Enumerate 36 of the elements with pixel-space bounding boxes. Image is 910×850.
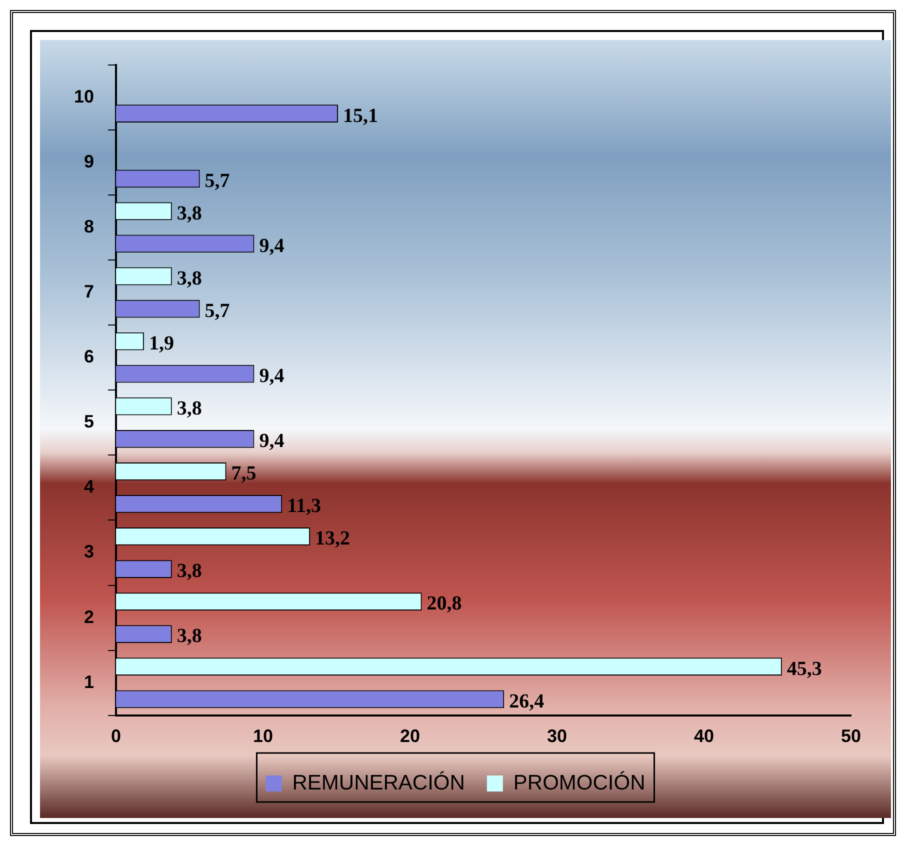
data-label: 1,9 (148, 332, 174, 354)
data-label: 13,2 (315, 528, 350, 550)
data-label: 11,3 (287, 495, 322, 518)
data-label: 9,4 (259, 365, 284, 388)
data-label: 20,8 (426, 592, 462, 615)
data-label: 7,5 (231, 462, 256, 485)
y-tick-label: 3 (84, 542, 94, 562)
legend-label: PROMOCIÓN (513, 770, 646, 794)
data-label: 3,8 (176, 625, 202, 648)
data-label: 26,4 (509, 690, 544, 712)
x-tick-label: 40 (694, 726, 714, 746)
y-tick-label: 2 (84, 606, 94, 627)
data-label: 5,7 (204, 300, 230, 322)
x-tick-label: 10 (253, 726, 274, 746)
y-tick-label: 10 (74, 86, 94, 106)
data-label: 45,3 (786, 658, 822, 680)
x-tick-label: 30 (546, 726, 568, 746)
data-label: 9,4 (259, 430, 284, 452)
data-label: 3,8 (176, 202, 202, 224)
x-tick-label: 50 (840, 726, 862, 746)
y-tick-label: 6 (84, 346, 94, 367)
y-tick-label: 7 (84, 281, 94, 302)
data-label: 3,8 (176, 267, 202, 290)
y-tick-label: 1 (84, 672, 94, 692)
y-tick-label: 9 (84, 151, 94, 172)
x-tick-label: 20 (400, 726, 420, 746)
y-tick-label: 8 (84, 216, 94, 236)
y-tick-label: 4 (84, 476, 94, 497)
x-tick-label: 0 (111, 726, 122, 746)
data-label: 15,1 (342, 104, 378, 127)
data-label: 5,7 (204, 170, 230, 192)
data-label: 9,4 (259, 234, 284, 257)
data-label: 3,8 (176, 398, 202, 420)
data-label: 3,8 (176, 560, 202, 582)
legend-label: REMUNERACIÓN (292, 770, 465, 794)
y-tick-label: 5 (84, 412, 94, 432)
